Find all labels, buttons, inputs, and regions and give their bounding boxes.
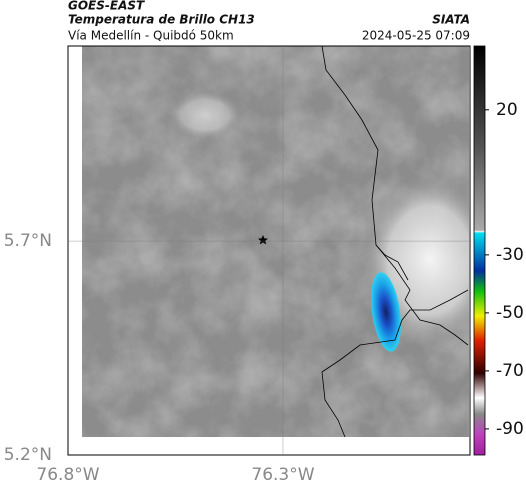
y-tick-label: 5.2°N	[4, 445, 52, 465]
datetime: 2024-05-25 07:09	[362, 29, 470, 43]
colorbar-tick-label: -30	[496, 245, 524, 265]
subtitle: Vía Medellín - Quibdó 50km	[68, 29, 234, 43]
satellite-image	[82, 46, 469, 437]
colorbar-tick-label: -50	[496, 303, 524, 323]
x-tick-label: 76.8°W	[36, 465, 99, 485]
satellite: GOES-EAST	[68, 0, 145, 13]
colorbar-tick-label: -90	[496, 419, 524, 439]
colorbar	[473, 45, 486, 456]
colorbar-tick-label: -70	[496, 361, 524, 381]
source: SIATA	[432, 13, 470, 27]
title: Temperatura de Brillo CH13	[68, 13, 255, 27]
city-marker	[258, 235, 268, 245]
map-frame	[67, 45, 471, 456]
y-tick-label: 5.7°N	[4, 231, 52, 251]
x-tick-label: 76.3°W	[251, 465, 314, 485]
colorbar-tick-label: 20	[496, 100, 518, 120]
